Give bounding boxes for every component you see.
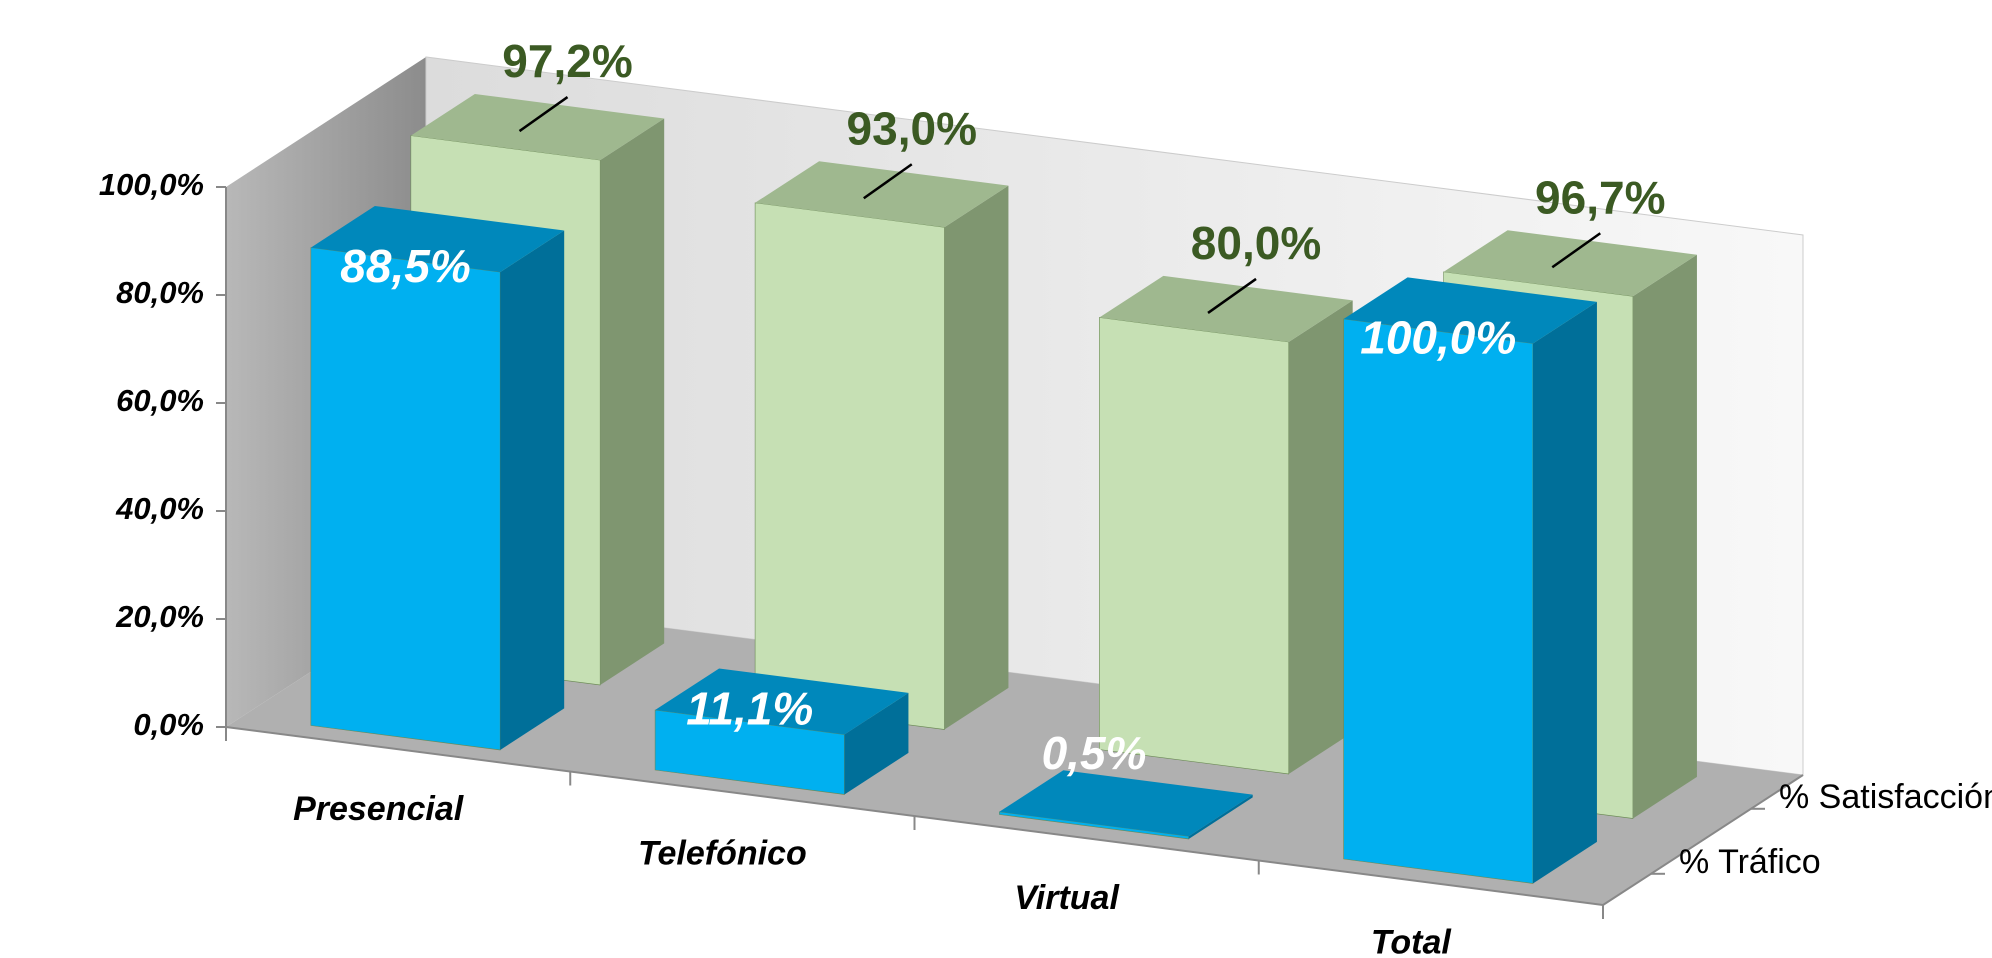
bar-top	[410, 94, 665, 161]
value-label: 97,2%	[502, 35, 632, 87]
leader-line	[1551, 232, 1601, 269]
y-tick-label: 0,0%	[133, 707, 204, 742]
bar	[999, 770, 1253, 840]
bar	[1099, 275, 1353, 775]
bar-top	[655, 668, 909, 735]
bar-side	[944, 185, 1009, 730]
bar-side	[1632, 254, 1697, 819]
value-label: 100,0%	[1360, 311, 1516, 363]
bar-top	[1443, 230, 1697, 297]
bar	[1343, 277, 1597, 884]
bar-side	[1532, 301, 1597, 884]
bar-front	[754, 202, 945, 730]
y-tick-label: 80,0%	[116, 275, 204, 310]
bar-top	[1343, 277, 1597, 344]
value-label: 88,5%	[340, 240, 470, 292]
bar	[310, 206, 565, 751]
bar-side	[1188, 794, 1253, 839]
value-label: 80,0%	[1191, 217, 1321, 269]
value-label: 93,0%	[847, 102, 977, 154]
bar-top	[999, 770, 1253, 837]
bar	[654, 668, 909, 795]
bar-front	[1343, 318, 1534, 884]
depth-axis	[1602, 774, 1804, 906]
series-label: % Satisfacción	[1779, 778, 1992, 816]
leader-line	[1207, 277, 1257, 314]
bar	[754, 161, 1009, 730]
y-tick-label: 60,0%	[116, 383, 204, 418]
y-tick-label: 100,0%	[99, 167, 204, 202]
y-tick-label: 40,0%	[115, 491, 204, 526]
x-tick-label: Presencial	[293, 790, 465, 828]
bar-front	[310, 247, 501, 751]
y-tick-label: 20,0%	[115, 599, 204, 634]
x-tick-label: Total	[1371, 924, 1453, 958]
bar-front	[1099, 317, 1289, 775]
value-label: 96,7%	[1535, 171, 1665, 223]
bar-top	[310, 206, 565, 273]
value-label: 11,1%	[686, 682, 813, 734]
bar-side	[600, 118, 665, 685]
x-tick-label: Virtual	[1014, 879, 1120, 917]
leader-line	[863, 163, 913, 200]
series-label: % Tráfico	[1679, 843, 1821, 881]
bar-side	[844, 692, 909, 795]
bar-side	[1288, 300, 1353, 774]
x-tick-label: Telefónico	[638, 835, 807, 873]
bar-top	[1099, 275, 1353, 342]
leader-line	[518, 96, 569, 133]
value-label: 0,5%	[1042, 727, 1147, 779]
bar-top	[755, 161, 1009, 228]
bar-side	[500, 230, 565, 750]
